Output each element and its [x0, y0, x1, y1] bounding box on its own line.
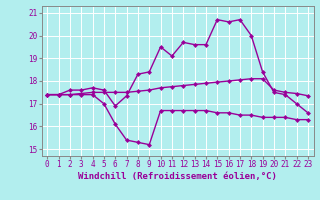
X-axis label: Windchill (Refroidissement éolien,°C): Windchill (Refroidissement éolien,°C): [78, 172, 277, 181]
